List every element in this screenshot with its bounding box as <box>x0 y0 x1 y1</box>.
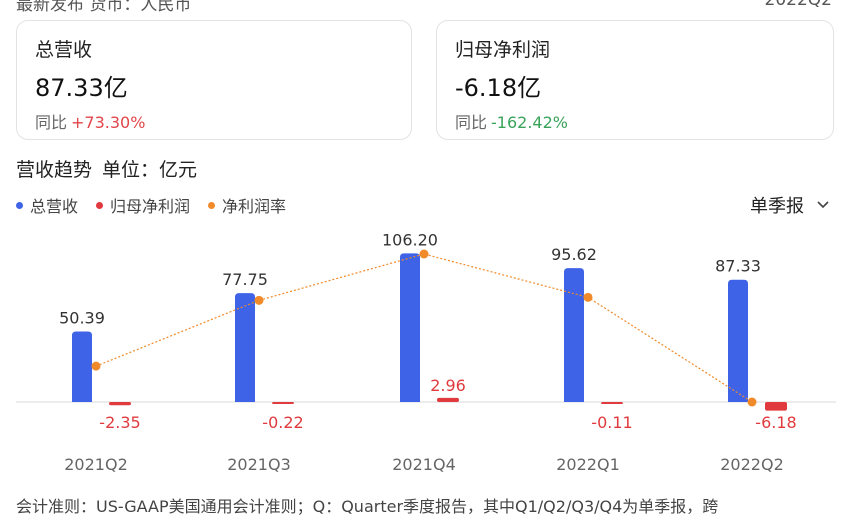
net-margin-point <box>583 292 593 302</box>
net-margin-line <box>95 253 753 403</box>
revenue-data-label: 50.39 <box>59 308 105 327</box>
legend-dot <box>16 201 23 209</box>
net-profit-bar <box>601 402 623 404</box>
legend-dot <box>96 201 104 209</box>
revenue-data-label: 87.33 <box>715 257 761 276</box>
chart-title: 营收趋势 <box>16 159 93 181</box>
net-margin-point <box>747 397 757 407</box>
net-profit-data-label: 2.96 <box>430 376 466 395</box>
report-period: 2022Q2 <box>764 0 832 10</box>
net-profit-bar <box>765 402 787 411</box>
revenue-bar <box>564 268 584 402</box>
card-value: 87.33亿 <box>35 74 128 102</box>
legend-item-revenue[interactable]: 总营收 <box>16 193 78 217</box>
card-yoy: 同比 +73.30% <box>35 109 393 133</box>
net-profit-data-label: -0.22 <box>262 413 303 432</box>
legend-item-margin[interactable]: 净利润率 <box>208 193 286 217</box>
report-currency: 最新发布 货币：人民币 <box>16 0 192 15</box>
revenue-bar <box>728 279 748 402</box>
revenue-data-label: 77.75 <box>222 270 268 289</box>
revenue-bar <box>235 293 255 402</box>
revenue-trend-chart: 50.39 -2.35 2021Q2 77.75 -0.22 2021Q3 106.20 2.… <box>16 230 836 474</box>
legend-item-net-profit[interactable]: 归母净利润 <box>96 193 190 217</box>
section-title: 营收趋势 单位：亿元 <box>16 155 197 182</box>
net-profit-bar <box>109 402 131 406</box>
legend-label: 净利润率 <box>222 197 287 216</box>
chart-unit: 单位：亿元 <box>102 159 198 181</box>
legend-dot <box>208 201 216 209</box>
x-tick-label: 2022Q1 <box>556 455 620 474</box>
x-tick-label: 2021Q4 <box>392 455 456 474</box>
period-label: 单季报 <box>750 196 804 217</box>
revenue-data-label: 95.62 <box>551 245 597 264</box>
net-profit-data-label: -0.11 <box>591 413 632 432</box>
chevron-down-icon <box>817 201 829 209</box>
legend-label: 归母净利润 <box>110 197 191 216</box>
card-value: -6.18亿 <box>455 74 542 102</box>
revenue-bar <box>400 253 420 402</box>
revenue-bar <box>72 331 92 402</box>
x-tick-label: 2022Q2 <box>720 455 784 474</box>
net-margin-point <box>91 361 101 371</box>
revenue-data-label: 106.20 <box>382 230 438 249</box>
x-tick-label: 2021Q3 <box>227 455 291 474</box>
net-profit-data-label: -6.18 <box>755 413 796 432</box>
net-profit-data-label: -2.35 <box>99 413 140 432</box>
yoy-label: 同比 <box>35 113 68 132</box>
yoy-value: -162.42% <box>491 113 568 132</box>
net-profit-card[interactable]: 归母净利润 -6.18亿 同比 -162.42% <box>436 20 834 140</box>
yoy-value: +73.30% <box>71 113 146 132</box>
card-yoy: 同比 -162.42% <box>455 109 815 133</box>
footnote: 会计准则：US-GAAP美国通用会计准则；Q：Quarter季度报告，其中Q1/… <box>16 497 719 516</box>
revenue-card[interactable]: 总营收 87.33亿 同比 +73.30% <box>16 20 412 140</box>
period-selector[interactable]: 单季报 <box>750 192 830 218</box>
yoy-label: 同比 <box>455 113 488 132</box>
net-margin-point <box>419 249 429 259</box>
net-margin-point <box>254 295 264 305</box>
card-label: 总营收 <box>35 39 93 61</box>
card-label: 归母净利润 <box>455 39 551 61</box>
x-tick-label: 2021Q2 <box>64 455 128 474</box>
report-info: 最新发布 货币：人民币 2022Q2 <box>16 0 832 15</box>
chart-legend: 总营收 归母净利润 净利润率 <box>16 193 286 217</box>
net-profit-bar <box>437 397 459 402</box>
net-profit-bar <box>272 402 294 404</box>
legend-label: 总营收 <box>30 197 79 216</box>
